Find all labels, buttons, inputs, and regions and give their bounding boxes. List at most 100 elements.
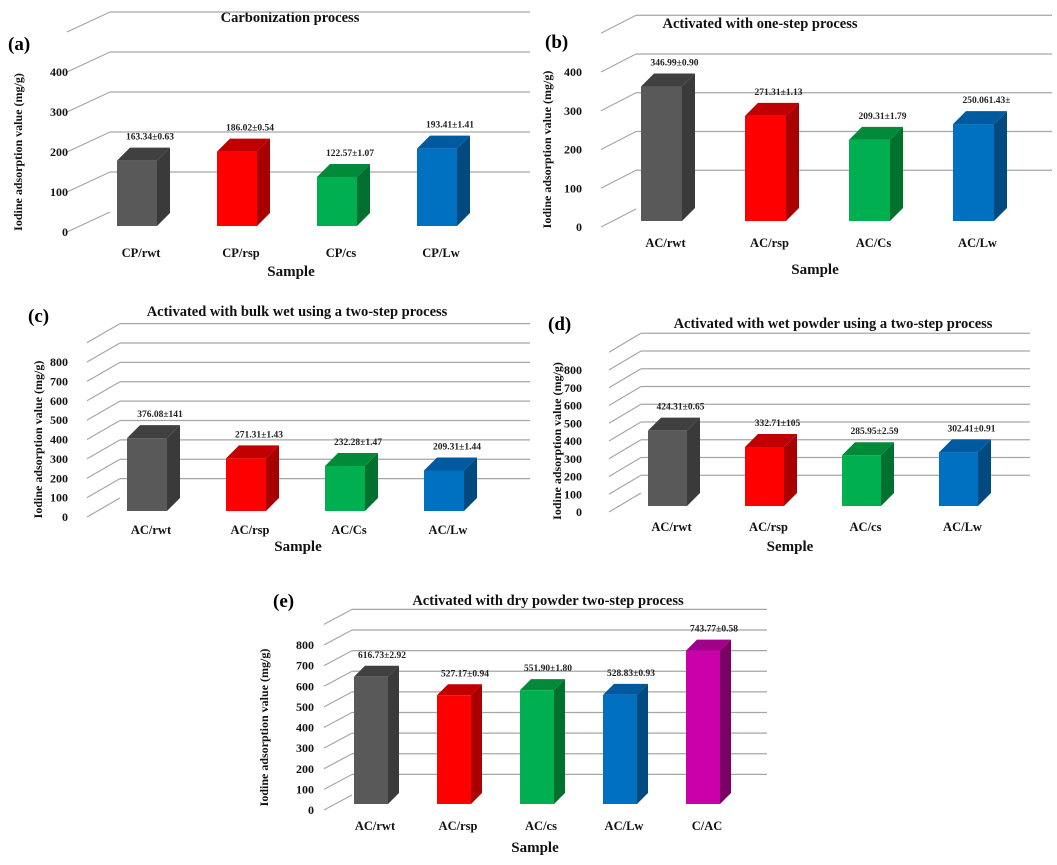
gridline-diagonal: [86, 323, 121, 344]
y-tick-label: 500: [564, 416, 582, 430]
x-tick-label: AC/Lw: [429, 523, 468, 537]
bar-ac-rsp: [745, 433, 797, 506]
x-tick-label: CP/rwt: [122, 246, 162, 260]
y-tick-label: 0: [62, 510, 68, 524]
x-tick-label: AC/Lw: [958, 236, 997, 250]
gridline-diagonal: [600, 14, 637, 34]
data-label: 424.31±0.65: [657, 403, 705, 413]
y-tick-label: 0: [308, 803, 314, 817]
bar-top-face: [603, 683, 648, 695]
bar-side-face: [637, 683, 648, 804]
gridline-diagonal: [600, 130, 637, 151]
panel-label: (c): [28, 306, 49, 327]
y-tick-label: 100: [50, 491, 68, 505]
bar-top-face: [842, 442, 894, 456]
bar-front-face: [842, 455, 881, 506]
data-label: 209.31±1.44: [433, 442, 481, 452]
y-tick-label: 100: [296, 782, 314, 796]
data-label: 271.31±1.13: [755, 88, 803, 98]
x-tick-label: AC/rsp: [750, 236, 789, 250]
gridline-diagonal: [608, 421, 642, 442]
bar-front-face: [325, 465, 365, 511]
gridline-diagonal: [323, 773, 353, 790]
y-tick-label: 200: [50, 471, 68, 485]
data-label: 271.31±1.43: [235, 430, 283, 440]
y-tick-label: 300: [564, 104, 582, 118]
y-axis-label: Iodine adsorption value (mg/g): [11, 73, 25, 231]
bar-ac-rsp: [226, 445, 279, 511]
y-tick-label: 400: [50, 433, 68, 447]
x-axis-label: Sample: [511, 840, 559, 856]
gridline-diagonal: [323, 732, 353, 749]
y-tick-label: 600: [296, 679, 314, 693]
x-axis-label: Sample: [274, 539, 322, 555]
gridline-diagonal: [608, 368, 642, 389]
data-label: 163.34±0.63: [126, 133, 174, 143]
data-label: 743.77±0.58: [690, 625, 738, 635]
data-label: 209.31±1.79: [859, 112, 907, 122]
bar-top-face: [648, 417, 700, 431]
bar-top-face: [939, 439, 991, 453]
bar-ac-rwt: [354, 665, 399, 804]
bar-side-face: [357, 163, 370, 226]
y-tick-label: 400: [564, 65, 582, 79]
gridline-diagonal: [323, 794, 353, 811]
x-tick-label: CP/Lw: [422, 246, 460, 260]
bar-top-face: [641, 73, 695, 87]
gridline-diagonal: [66, 211, 111, 233]
x-tick-label: AC/rsp: [749, 520, 788, 534]
x-tick-label: AC/rwt: [355, 819, 396, 833]
bar-side-face: [786, 102, 799, 221]
bar-front-face: [217, 151, 257, 226]
bar-ac-rwt: [127, 425, 180, 511]
y-axis-label: Iodine adsorption value (mg/g): [31, 361, 45, 519]
chart-title: Activated with wet powder using a two-st…: [674, 316, 993, 332]
chart-panel-b: (b) Activated with one-step process 0 100 20…: [540, 14, 1052, 278]
bar-side-face: [365, 452, 378, 511]
bar-side-face: [257, 138, 270, 226]
gridline-diagonal: [86, 361, 121, 382]
y-tick-label: 500: [296, 700, 314, 714]
gridline-diagonal: [86, 458, 121, 479]
bar-ac-lw: [424, 457, 477, 511]
bar-top-face: [953, 111, 1007, 125]
y-axis-label: Iodine adsorption value (mg/g): [540, 71, 554, 229]
bar-front-face: [417, 148, 457, 226]
x-tick-label: C/AC: [692, 819, 723, 833]
bar-side-face: [457, 135, 470, 226]
y-tick-label: 400: [564, 434, 582, 448]
bar-ac-cs: [849, 126, 903, 221]
bar-front-face: [520, 690, 554, 804]
bar-ac-rwt: [641, 73, 695, 221]
gridline-diagonal: [608, 403, 642, 424]
x-tick-label: AC/rwt: [131, 523, 172, 537]
bar-front-face: [953, 124, 994, 221]
data-label: 193.41±1.41: [426, 121, 474, 131]
bar-side-face: [978, 439, 991, 506]
bar-top-face: [417, 135, 470, 149]
data-label: 250.061.43±: [963, 96, 1011, 106]
bar-side-face: [266, 445, 279, 511]
y-tick-label: 500: [50, 413, 68, 427]
bar-front-face: [641, 86, 682, 221]
y-tick-label: 200: [564, 470, 582, 484]
y-tick-label: 700: [564, 381, 582, 395]
y-tick-label: 300: [296, 741, 314, 755]
bar-cp-cs: [317, 163, 370, 226]
chart-panel-d: (d) Activated with wet powder using a two…: [548, 314, 1030, 555]
y-tick-label: 0: [62, 225, 68, 239]
bar-top-face: [317, 163, 370, 177]
data-label: 551.90±1.80: [524, 664, 572, 674]
x-tick-label: AC/rwt: [651, 520, 692, 534]
bar-top-face: [745, 433, 797, 447]
x-tick-label: AC/rsp: [439, 819, 478, 833]
y-tick-label: 400: [50, 65, 68, 79]
x-tick-label: AC/rwt: [645, 236, 686, 250]
gridline-diagonal: [608, 385, 642, 407]
x-axis-label: Sample: [267, 264, 315, 280]
x-tick-label: AC/Lw: [605, 819, 644, 833]
gridline-diagonal: [323, 670, 353, 687]
gridline-diagonal: [600, 169, 637, 189]
bar-side-face: [167, 425, 180, 511]
gridline-diagonal: [323, 650, 353, 667]
